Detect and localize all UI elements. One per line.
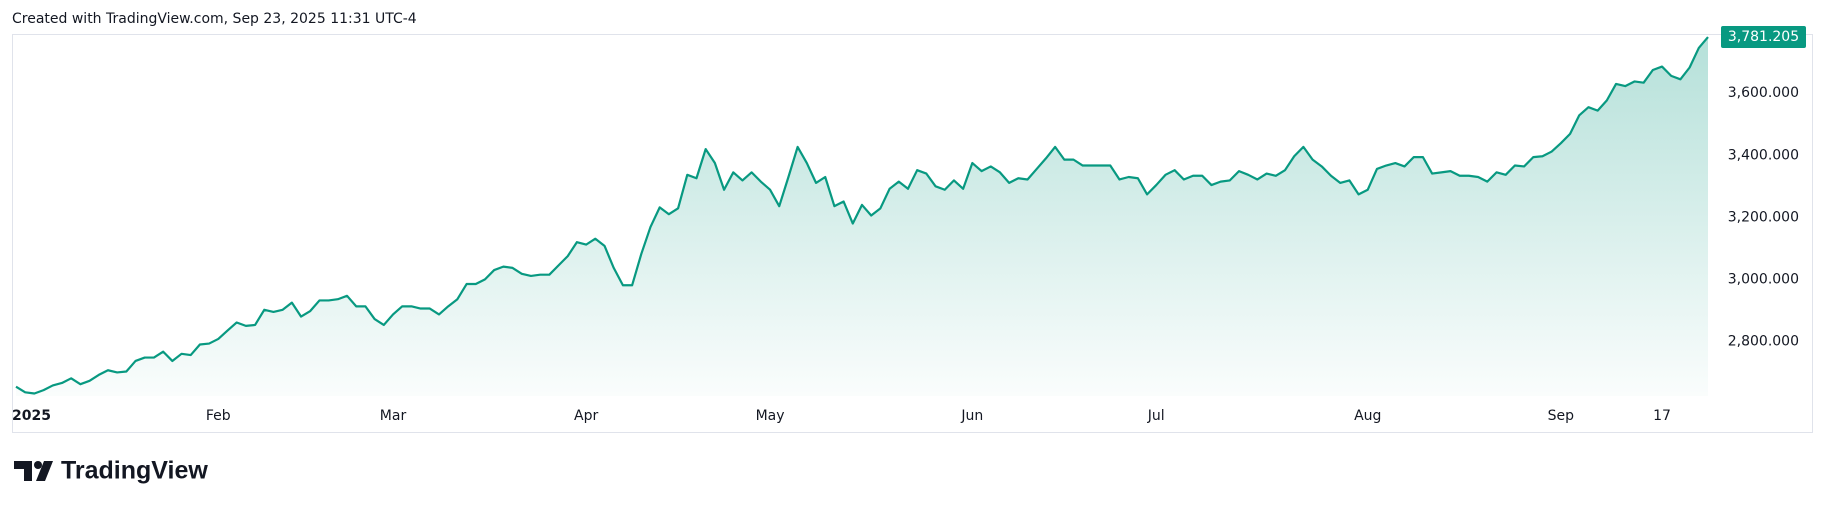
- y-tick-label: 3,200.000: [1728, 209, 1799, 225]
- header-text: Created with TradingView.com, Sep 23, 20…: [12, 11, 417, 27]
- price-line: [15, 36, 1709, 395]
- chart-frame: [12, 34, 1813, 433]
- plot-area: 2,800.000 3,000.000 3,200.000 3,400.000 3,60…: [12, 26, 1806, 424]
- x-tick-label: Sep: [1548, 408, 1575, 424]
- logo[interactable]: TradingView: [14, 457, 208, 485]
- x-tick-label: 17: [1653, 408, 1671, 424]
- x-tick-label: Aug: [1354, 408, 1381, 424]
- y-tick-label: 3,000.000: [1728, 271, 1799, 287]
- last-price-badge: [1721, 26, 1806, 49]
- last-price-label: 3,781.205: [1728, 29, 1799, 45]
- y-tick-label: 3,400.000: [1728, 147, 1799, 163]
- x-tick-label: Jul: [1147, 408, 1165, 424]
- x-tick-label: 2025: [12, 408, 51, 424]
- y-tick-label: 3,600.000: [1728, 85, 1799, 101]
- x-tick-label: Apr: [574, 408, 598, 424]
- x-tick-label: Jun: [960, 408, 983, 424]
- x-tick-label: May: [756, 408, 785, 424]
- logo-text: TradingView: [61, 457, 208, 485]
- logo-icon: [34, 461, 42, 469]
- x-tick-label: Feb: [206, 408, 231, 424]
- y-tick-label: 2,800.000: [1728, 333, 1799, 349]
- logo-icon: [36, 461, 53, 481]
- area-fill: [16, 37, 1708, 396]
- logo-icon: [14, 461, 32, 481]
- x-tick-label: Mar: [380, 408, 407, 424]
